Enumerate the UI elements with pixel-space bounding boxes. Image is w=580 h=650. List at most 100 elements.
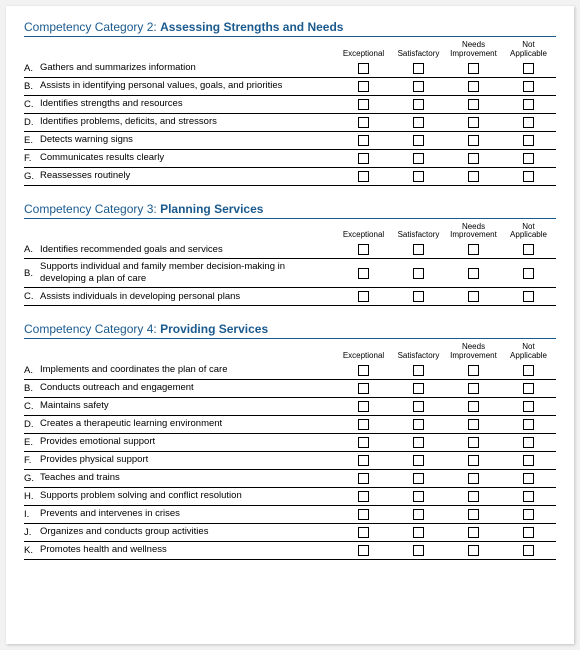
rating-checkbox[interactable] [468, 509, 479, 520]
rating-checkbox[interactable] [358, 135, 369, 146]
rating-checkbox[interactable] [358, 81, 369, 92]
rating-checkbox[interactable] [523, 383, 534, 394]
rating-checkbox[interactable] [413, 545, 424, 556]
row-letter: C. [24, 291, 40, 302]
rating-checkbox[interactable] [468, 99, 479, 110]
column-header-row: ExceptionalSatisfactoryNeedsImprovementN… [24, 39, 556, 60]
rating-checkbox[interactable] [523, 473, 534, 484]
rating-checkbox[interactable] [468, 419, 479, 430]
rating-checkbox[interactable] [523, 437, 534, 448]
rating-checkbox[interactable] [358, 153, 369, 164]
rating-checkbox[interactable] [413, 291, 424, 302]
rating-checkbox[interactable] [523, 171, 534, 182]
rating-checkbox[interactable] [358, 171, 369, 182]
rating-checkbox[interactable] [413, 491, 424, 502]
rating-checkbox[interactable] [358, 268, 369, 279]
rating-checkbox[interactable] [523, 509, 534, 520]
rating-checkbox[interactable] [358, 527, 369, 538]
rating-checkbox[interactable] [358, 455, 369, 466]
rating-checkbox[interactable] [523, 81, 534, 92]
rating-checkbox[interactable] [523, 268, 534, 279]
rating-checkbox[interactable] [358, 419, 369, 430]
rating-checkbox[interactable] [413, 473, 424, 484]
rating-checkbox[interactable] [523, 153, 534, 164]
rating-checkbox[interactable] [523, 545, 534, 556]
rating-checkbox[interactable] [523, 419, 534, 430]
rating-checkbox[interactable] [413, 153, 424, 164]
rating-checkbox[interactable] [413, 365, 424, 376]
rating-checkbox[interactable] [468, 63, 479, 74]
rating-checkbox[interactable] [413, 419, 424, 430]
rating-checkbox[interactable] [468, 153, 479, 164]
row-label: Assists in identifying personal values, … [40, 78, 336, 94]
rating-checkbox[interactable] [413, 437, 424, 448]
rating-checkbox[interactable] [468, 291, 479, 302]
rating-checkbox[interactable] [468, 135, 479, 146]
rating-checkbox[interactable] [523, 63, 534, 74]
rating-checkbox[interactable] [413, 117, 424, 128]
rating-checkbox[interactable] [413, 455, 424, 466]
rating-checkbox[interactable] [468, 401, 479, 412]
category-name: Providing Services [160, 322, 268, 336]
column-header: NeedsImprovement [446, 41, 501, 59]
row-label: Implements and coordinates the plan of c… [40, 362, 336, 378]
rating-checkbox[interactable] [468, 473, 479, 484]
rating-checkbox[interactable] [523, 99, 534, 110]
rating-checkbox[interactable] [468, 491, 479, 502]
column-header: Exceptional [336, 352, 391, 361]
rating-checkbox[interactable] [413, 99, 424, 110]
rating-checkbox[interactable] [413, 401, 424, 412]
rating-checkbox[interactable] [413, 135, 424, 146]
rating-checkbox[interactable] [358, 99, 369, 110]
rating-checkbox[interactable] [523, 244, 534, 255]
rating-checkbox[interactable] [523, 117, 534, 128]
rating-checkbox[interactable] [358, 509, 369, 520]
row-letter: D. [24, 419, 40, 430]
rating-checkbox[interactable] [523, 491, 534, 502]
rating-checkbox[interactable] [413, 81, 424, 92]
rating-checkbox[interactable] [358, 365, 369, 376]
rating-checkbox[interactable] [468, 244, 479, 255]
category-name: Planning Services [160, 202, 263, 216]
rating-checkbox[interactable] [523, 291, 534, 302]
rating-checkbox[interactable] [523, 365, 534, 376]
rating-checkbox[interactable] [523, 527, 534, 538]
row-label: Conducts outreach and engagement [40, 380, 336, 396]
row-letter: B. [24, 383, 40, 394]
rating-checkbox[interactable] [358, 383, 369, 394]
rating-checkbox[interactable] [413, 63, 424, 74]
rating-checkbox[interactable] [413, 509, 424, 520]
rating-checkbox[interactable] [358, 291, 369, 302]
rating-checkbox[interactable] [468, 527, 479, 538]
assessment-row: E.Provides emotional support [24, 434, 556, 452]
rating-checkbox[interactable] [523, 401, 534, 412]
rating-checkbox[interactable] [413, 527, 424, 538]
rating-checkbox[interactable] [358, 244, 369, 255]
rating-checkbox[interactable] [413, 171, 424, 182]
rating-checkbox[interactable] [413, 383, 424, 394]
rating-checkbox[interactable] [358, 545, 369, 556]
rating-checkbox[interactable] [358, 63, 369, 74]
rating-checkbox[interactable] [358, 491, 369, 502]
row-label: Provides emotional support [40, 434, 336, 450]
rating-checkbox[interactable] [468, 171, 479, 182]
rating-checkbox[interactable] [358, 117, 369, 128]
rating-checkbox[interactable] [358, 401, 369, 412]
rating-checkbox[interactable] [468, 117, 479, 128]
rating-checkbox[interactable] [468, 545, 479, 556]
rating-checkbox[interactable] [413, 244, 424, 255]
rating-checkbox[interactable] [468, 268, 479, 279]
rating-checkbox[interactable] [468, 455, 479, 466]
rating-checkbox[interactable] [468, 81, 479, 92]
rating-checkbox[interactable] [468, 437, 479, 448]
rating-checkbox[interactable] [468, 365, 479, 376]
rating-checkbox[interactable] [523, 135, 534, 146]
rating-checkbox[interactable] [523, 455, 534, 466]
rating-checkbox[interactable] [468, 383, 479, 394]
rating-checkbox[interactable] [413, 268, 424, 279]
row-letter: K. [24, 545, 40, 556]
competency-category: Competency Category 3: Planning Services… [24, 202, 556, 306]
row-label: Communicates results clearly [40, 150, 336, 166]
rating-checkbox[interactable] [358, 473, 369, 484]
rating-checkbox[interactable] [358, 437, 369, 448]
